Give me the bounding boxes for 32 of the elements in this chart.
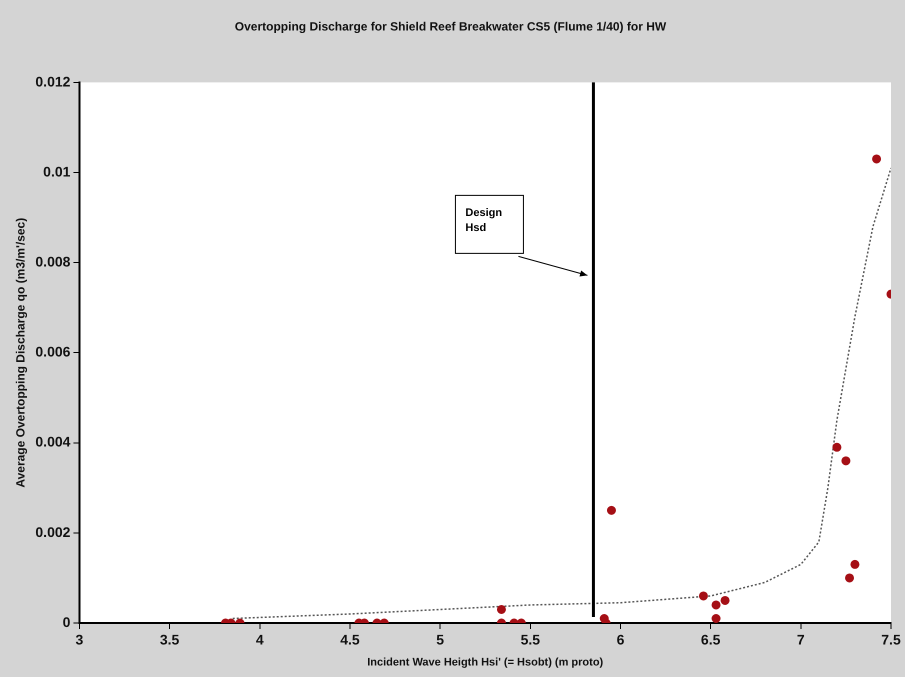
x-tick-label: 6.5 (700, 631, 721, 648)
x-tick-label: 6 (616, 631, 625, 648)
x-tick-label: 5 (436, 631, 444, 648)
point (698, 591, 708, 600)
point (850, 560, 860, 569)
y-tick-label: 0.006 (35, 344, 71, 360)
x-tick-label: 7.5 (881, 631, 901, 648)
point (712, 600, 721, 610)
y-tick-label: 0.01 (43, 163, 71, 180)
y-tick-label: 0.012 (35, 73, 71, 90)
x-tick-label: 4.5 (340, 631, 360, 648)
y-tick-label: 0 (62, 614, 71, 630)
point (841, 456, 850, 466)
chart-title: Overtopping Discharge for Shield Reef Breakwater CS5 (Flume 1/40) for HW (234, 20, 667, 34)
x-tick-label: 3 (76, 631, 84, 648)
x-tick-label: 7 (796, 631, 805, 648)
y-axis-title: Average Overtopping Discharge qo (m3/m'/sec) (14, 218, 28, 488)
point (606, 506, 616, 515)
x-tick-label: 4 (256, 631, 264, 648)
x-axis-title: Incident Wave Heigth Hsi' (= Hsobt) (m proto) (367, 656, 604, 668)
point (872, 154, 882, 164)
point (832, 442, 842, 452)
point (845, 573, 854, 582)
y-tick-label: 0.004 (35, 434, 71, 450)
ref-line-label: Design Hsd (465, 206, 502, 234)
y-tick-label: 0.008 (35, 253, 71, 270)
x-tick-label: 5.5 (520, 631, 540, 648)
x-tick-label: 3.5 (160, 631, 180, 648)
y-tick-label: 0.002 (35, 524, 71, 540)
point (496, 604, 506, 614)
point (720, 596, 730, 605)
point (712, 614, 721, 623)
